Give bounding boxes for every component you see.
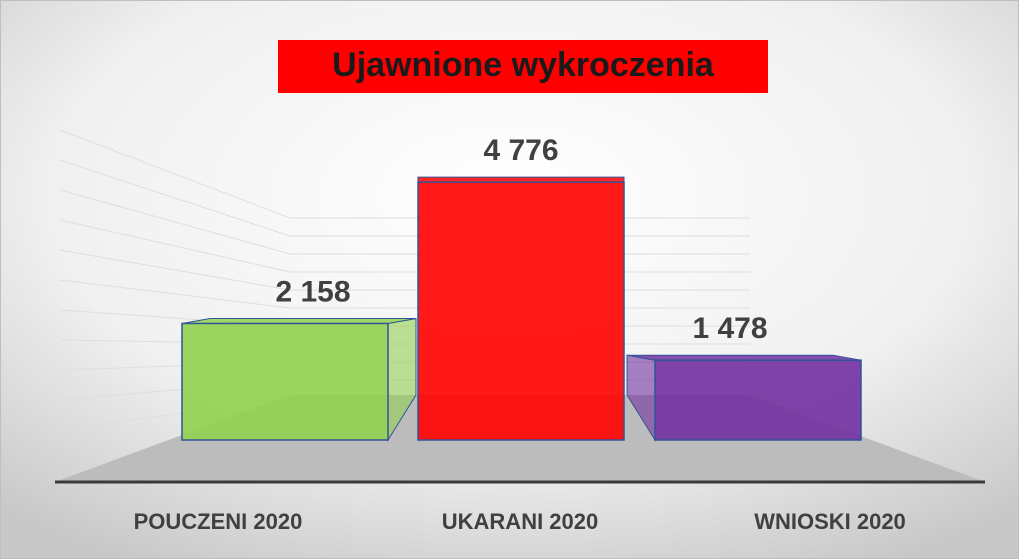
bar (181, 322, 389, 441)
x-tick-label: UKARANI 2020 (442, 509, 599, 534)
bar (654, 359, 862, 441)
x-tick-label: WNIOSKI 2020 (754, 509, 906, 534)
chart-title: Ujawnione wykroczenia (332, 46, 715, 84)
bar (417, 181, 625, 441)
x-tick-label: POUCZENI 2020 (134, 509, 303, 534)
title-box (278, 40, 768, 93)
data-label: 4 776 (483, 134, 558, 167)
data-label: 2 158 (275, 275, 350, 308)
bar-top (626, 354, 862, 361)
data-label: 1 478 (692, 312, 767, 345)
